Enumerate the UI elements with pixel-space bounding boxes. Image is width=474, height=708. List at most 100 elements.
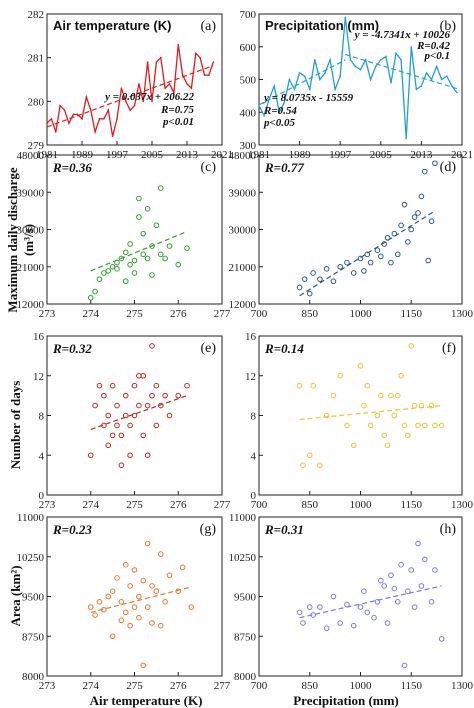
trend-line xyxy=(299,404,442,421)
scatter-point xyxy=(388,259,394,266)
scatter-point xyxy=(330,392,337,399)
scatter-point xyxy=(306,452,313,459)
scatter-point xyxy=(364,609,371,616)
x-tick-label: 1300 xyxy=(451,499,474,511)
scatter-point xyxy=(87,604,94,610)
scatter-point xyxy=(87,294,94,301)
correlation-label: R=0.23 xyxy=(52,522,92,537)
scatter-point xyxy=(323,412,330,419)
scatter-point xyxy=(131,270,138,276)
scatter-point xyxy=(127,422,133,429)
scatter-point xyxy=(175,261,182,268)
y-tick-label: 600 xyxy=(240,42,257,54)
scatter-point xyxy=(144,604,151,610)
scatter-point xyxy=(408,343,415,349)
scatter-point xyxy=(118,462,125,468)
scatter-point xyxy=(175,588,182,595)
y-tick-label: 279 xyxy=(28,140,45,152)
data-point xyxy=(415,88,418,91)
ylabel-discharge-unit: (m³/s) xyxy=(21,224,36,256)
scatter-point xyxy=(405,588,411,595)
x-tick-label: 275 xyxy=(126,680,143,692)
scatter-point xyxy=(175,392,182,399)
y-tick-label: 500 xyxy=(240,75,257,87)
scatter-point xyxy=(96,599,103,605)
scatter-point xyxy=(149,243,155,249)
data-point xyxy=(63,109,66,111)
data-point xyxy=(59,104,61,107)
data-point xyxy=(283,101,286,104)
data-point xyxy=(212,61,215,63)
scatter-point xyxy=(374,412,381,419)
correlation-label: R=0.77 xyxy=(264,160,304,175)
scatter-point xyxy=(131,382,138,389)
scatter-point xyxy=(127,261,133,268)
data-point xyxy=(203,74,206,76)
trend-line xyxy=(299,210,436,297)
scatter-point xyxy=(411,604,418,610)
scatter-point xyxy=(114,422,120,429)
data-point xyxy=(324,72,326,74)
data-point xyxy=(138,83,140,85)
y-tick-label: 4 xyxy=(39,450,45,462)
scatter-point xyxy=(166,243,173,249)
scatter-point xyxy=(317,276,323,282)
y-tick-label: 10250 xyxy=(17,552,45,564)
data-point xyxy=(334,88,336,91)
y-tick-label: 39000 xyxy=(229,187,257,199)
x-tick-label: 700 xyxy=(251,499,268,511)
panel-title: Air temperature (K) xyxy=(53,18,171,33)
correlation-label: R=0.36 xyxy=(52,160,92,175)
panel-c: 273 274 275 276 277 12000 21000 30000 39000 48000… xyxy=(17,150,231,320)
data-point xyxy=(319,78,321,81)
scatter-point xyxy=(114,402,120,409)
scatter-point xyxy=(144,402,151,409)
data-point xyxy=(159,56,162,59)
scatter-point xyxy=(415,210,421,216)
y-tick-label: 280 xyxy=(28,96,45,108)
scatter-point xyxy=(101,392,107,399)
regression-annotation: R=0.75 xyxy=(160,104,194,116)
regression-annotation: y = 8.0735x - 15559 xyxy=(262,92,354,104)
scatter-point xyxy=(157,185,164,191)
scatter-point xyxy=(162,392,168,399)
scatter-point xyxy=(153,422,160,429)
y-tick-label: 16 xyxy=(33,331,45,343)
y-tick-label: 39000 xyxy=(17,187,45,199)
scatter-point xyxy=(378,577,384,584)
scatter-point xyxy=(131,412,138,419)
scatter-point xyxy=(127,452,133,459)
x-tick-label: 276 xyxy=(170,499,187,511)
scatter-point xyxy=(136,195,142,202)
x-tick-label: 273 xyxy=(39,680,56,692)
scatter-point xyxy=(105,268,112,274)
data-point xyxy=(142,100,145,103)
scatter-point xyxy=(140,577,147,584)
x-tick-label: 1000 xyxy=(350,308,373,320)
scatter-point xyxy=(421,168,428,175)
y-tick-label: 8 xyxy=(251,411,257,423)
data-point xyxy=(435,65,438,68)
scatter-point xyxy=(357,255,364,262)
scatter-point xyxy=(118,432,125,439)
scatter-point xyxy=(330,593,337,600)
scatter-point xyxy=(118,255,125,262)
scatter-point xyxy=(398,561,404,568)
data-point xyxy=(380,59,382,61)
scatter-point xyxy=(140,432,147,439)
correlation-label: R=0.32 xyxy=(52,341,92,356)
scatter-point xyxy=(157,551,164,557)
x-tick-label: 700 xyxy=(251,308,268,320)
scatter-point xyxy=(344,601,350,608)
panel-label: (f) xyxy=(442,341,456,356)
y-tick-label: 4 xyxy=(251,450,257,462)
scatter-point xyxy=(122,561,129,568)
data-point xyxy=(151,100,153,103)
data-point xyxy=(81,118,83,120)
scatter-point xyxy=(432,160,438,167)
scatter-point xyxy=(296,382,303,389)
scatter-point xyxy=(367,422,374,429)
scatter-point xyxy=(350,622,357,629)
data-point xyxy=(111,135,114,138)
